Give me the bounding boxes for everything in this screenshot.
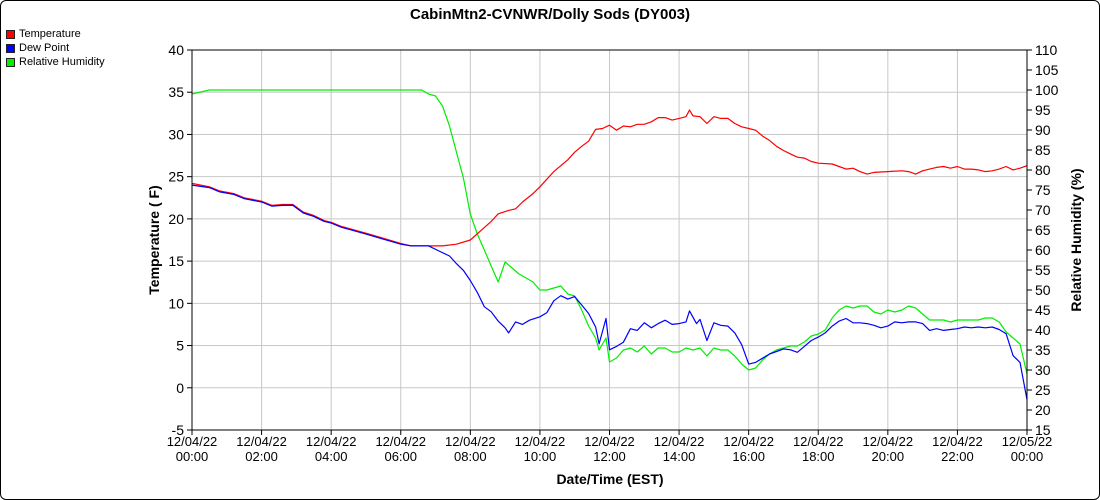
x-tick-label-date: 12/04/22 — [584, 434, 635, 449]
x-tick-label-time: 12:00 — [593, 449, 626, 464]
legend: Temperature Dew Point Relative Humidity — [6, 27, 105, 69]
y2-tick-label: 110 — [1035, 42, 1058, 58]
y2-tick-label: 30 — [1035, 362, 1051, 378]
x-axis: 12/04/2200:0012/04/2202:0012/04/2204:001… — [167, 430, 1053, 464]
right-axis: 15 20 25 30 35 40 45 50 55 60 65 70 75 80 85 90 95 100 105… — [1027, 42, 1059, 438]
x-tick-label-time: 10:00 — [524, 449, 557, 464]
y2-tick-label: 90 — [1035, 122, 1051, 138]
legend-item-relative-humidity: Relative Humidity — [6, 55, 105, 69]
y2-tick-label: 75 — [1035, 182, 1051, 198]
y2-tick-label: 15 — [1035, 422, 1051, 438]
x-tick-label-time: 02:00 — [245, 449, 278, 464]
y2-tick-label: 105 — [1035, 62, 1059, 78]
series-line-dew-point — [191, 184, 1028, 400]
grid — [191, 49, 1028, 431]
x-tick-label-date: 12/04/22 — [723, 434, 774, 449]
x-tick-label-time: 14:00 — [663, 449, 696, 464]
x-tick-label-time: 08:00 — [454, 449, 487, 464]
x-axis-label: Date/Time (EST) — [556, 471, 663, 487]
x-tick-label-date: 12/04/22 — [515, 434, 566, 449]
y-tick-label: 30 — [168, 126, 184, 142]
y2-tick-label: 55 — [1035, 262, 1051, 278]
y-tick-label: 0 — [176, 380, 184, 396]
x-tick-label-time: 06:00 — [384, 449, 417, 464]
y2-tick-label: 80 — [1035, 162, 1051, 178]
x-tick-label-date: 12/05/22 — [1002, 434, 1053, 449]
y-tick-label: 35 — [168, 84, 184, 100]
x-tick-label-time: 22:00 — [941, 449, 974, 464]
chart-title: CabinMtn2-CVNWR/Dolly Sods (DY003) — [410, 6, 690, 23]
legend-item-dew-point: Dew Point — [6, 41, 105, 55]
y2-tick-label: 100 — [1035, 82, 1059, 98]
x-tick-label-date: 12/04/22 — [793, 434, 844, 449]
x-tick-label-date: 12/04/22 — [863, 434, 914, 449]
x-tick-label-date: 12/04/22 — [654, 434, 705, 449]
y2-tick-label: 50 — [1035, 282, 1051, 298]
y2-tick-label: 85 — [1035, 142, 1051, 158]
x-tick-label-time: 00:00 — [176, 449, 209, 464]
y-tick-label: 40 — [168, 42, 184, 58]
x-tick-label-time: 20:00 — [872, 449, 905, 464]
legend-swatch-dew-point — [6, 43, 15, 53]
legend-item-temperature: Temperature — [6, 27, 105, 41]
series-line-temperature — [191, 109, 1028, 247]
y-tick-label: 15 — [168, 253, 184, 269]
y-tick-label: 5 — [176, 338, 184, 354]
y-axis-label: Temperature ( F) — [146, 185, 162, 294]
y-tick-label: 25 — [168, 169, 184, 185]
x-tick-label-date: 12/04/22 — [167, 434, 218, 449]
legend-label-dew-point: Dew Point — [19, 42, 70, 54]
y-tick-label: 20 — [168, 211, 184, 227]
left-axis: -5 0 5 10 15 20 25 30 35 40 — [168, 42, 192, 438]
x-tick-label-date: 12/04/22 — [375, 434, 426, 449]
y2-tick-label: 70 — [1035, 202, 1051, 218]
x-tick-label-date: 12/04/22 — [306, 434, 357, 449]
y2-tick-label: 95 — [1035, 102, 1051, 118]
legend-swatch-relative-humidity — [6, 57, 15, 67]
series-layer — [191, 89, 1028, 400]
x-tick-label-time: 16:00 — [732, 449, 765, 464]
x-tick-label-date: 12/04/22 — [236, 434, 287, 449]
y-tick-label: -5 — [172, 422, 185, 438]
y2-tick-label: 45 — [1035, 302, 1051, 318]
y2-tick-label: 60 — [1035, 242, 1051, 258]
y2-tick-label: 25 — [1035, 382, 1051, 398]
y2-tick-label: 20 — [1035, 402, 1051, 418]
legend-label-temperature: Temperature — [19, 28, 81, 40]
y2-tick-label: 35 — [1035, 342, 1051, 358]
x-tick-label-time: 04:00 — [315, 449, 348, 464]
y2-axis-label: Relative Humidity (%) — [1068, 168, 1084, 311]
y2-tick-label: 65 — [1035, 222, 1051, 238]
legend-label-relative-humidity: Relative Humidity — [19, 56, 105, 68]
y-tick-label: 10 — [168, 295, 184, 311]
legend-swatch-temperature — [6, 29, 15, 39]
x-tick-label-date: 12/04/22 — [445, 434, 496, 449]
y2-tick-label: 40 — [1035, 322, 1051, 338]
x-tick-label-time: 18:00 — [802, 449, 835, 464]
x-tick-label-date: 12/04/22 — [932, 434, 983, 449]
x-tick-label-time: 00:00 — [1011, 449, 1044, 464]
